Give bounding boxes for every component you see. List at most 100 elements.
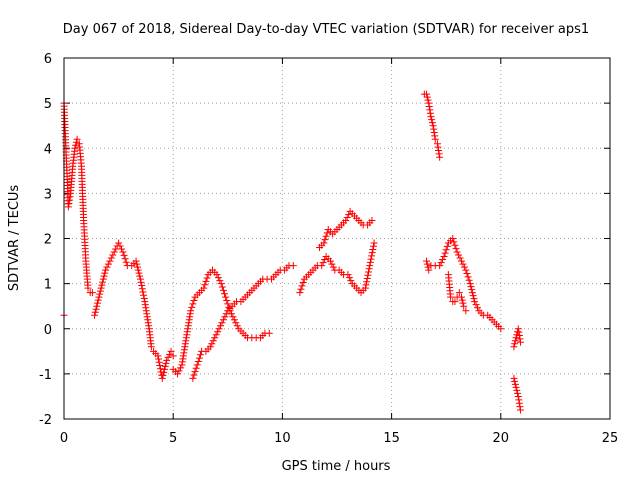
data-point [457, 293, 465, 301]
series-sat-e [296, 239, 378, 297]
data-point [162, 359, 170, 367]
data-point [194, 357, 202, 365]
y-axis-ticks: -2 -1 0 1 2 3 4 5 6 [39, 52, 610, 428]
data-point [345, 210, 353, 218]
x-axis-label: GPS time / hours [282, 459, 391, 474]
data-point [343, 213, 351, 221]
data-point [451, 241, 459, 249]
data-point [101, 266, 109, 274]
data-point [320, 239, 328, 247]
data-point [435, 150, 443, 158]
data-point [425, 103, 433, 111]
x-tick-label: 15 [383, 431, 400, 446]
x-tick-label: 25 [602, 431, 619, 446]
data-point [362, 281, 370, 289]
data-point [435, 147, 443, 155]
data-point [329, 263, 337, 271]
data-point [462, 307, 470, 315]
y-tick-label: 0 [44, 323, 52, 338]
data-point [137, 278, 145, 286]
data-point [472, 301, 480, 309]
data-point [103, 263, 111, 271]
data-point [511, 380, 519, 388]
x-axis-ticks: 0 5 10 15 20 25 [60, 58, 618, 446]
data-point [218, 319, 226, 327]
data-point [99, 278, 107, 286]
data-point [109, 251, 117, 259]
data-point [138, 285, 146, 293]
data-point [347, 277, 355, 285]
data-point [364, 271, 372, 279]
data-point [229, 313, 237, 321]
data-point [450, 238, 458, 246]
data-point [464, 273, 472, 281]
data-point [328, 260, 336, 268]
data-point [431, 135, 439, 143]
data-point [65, 196, 73, 204]
data-point [136, 272, 144, 280]
data-point [428, 116, 436, 124]
data-point [370, 242, 378, 250]
data-point [439, 256, 447, 264]
data-point [510, 343, 518, 351]
data-point [161, 362, 169, 370]
data-point [516, 403, 524, 411]
data-point [463, 269, 471, 277]
data-point [140, 294, 148, 302]
data-point [211, 334, 219, 342]
data-point [154, 352, 162, 360]
x-tick-label: 0 [60, 431, 68, 446]
data-point [208, 340, 216, 348]
data-point [217, 280, 225, 288]
data-point [121, 255, 129, 263]
data-point [219, 316, 227, 324]
data-point [191, 368, 199, 376]
data-point [100, 272, 108, 280]
x-tick-label: 5 [169, 431, 177, 446]
data-point [214, 328, 222, 336]
data-point [368, 216, 376, 224]
data-point [442, 246, 450, 254]
data-point [513, 386, 521, 394]
data-point [218, 283, 226, 291]
data-point [216, 277, 224, 285]
data-point [514, 392, 522, 400]
data-point [120, 251, 128, 259]
data-point [368, 249, 376, 257]
data-point [323, 229, 331, 237]
data-point [101, 269, 109, 277]
data-point [160, 365, 168, 373]
series-sat-b [91, 239, 177, 382]
series-sat-h [423, 235, 505, 333]
data-point [116, 242, 124, 250]
data-point [230, 316, 238, 324]
data-point [122, 258, 130, 266]
data-point [118, 245, 126, 253]
data-point [514, 325, 522, 333]
data-point [449, 235, 457, 242]
y-tick-label: 3 [44, 187, 52, 202]
data-point [423, 260, 431, 268]
data-point [139, 288, 147, 296]
data-point [462, 266, 470, 274]
data-point [91, 311, 99, 319]
series-sat-k [510, 374, 524, 414]
data-point [155, 358, 163, 366]
data-point [370, 239, 378, 247]
data-point [201, 281, 209, 289]
data-point [99, 275, 107, 283]
data-point [456, 254, 464, 262]
data-point [441, 249, 449, 257]
data-point [189, 300, 197, 308]
data-point [457, 257, 465, 265]
data-point [436, 153, 444, 161]
data-point [510, 374, 518, 382]
data-point [213, 271, 221, 279]
data-point [423, 257, 431, 265]
data-point [366, 262, 374, 270]
series-sat-c [169, 266, 273, 378]
series-sat-a-peak [60, 99, 96, 297]
data-point [115, 239, 123, 247]
data-point [511, 337, 519, 345]
data-point [160, 368, 168, 376]
